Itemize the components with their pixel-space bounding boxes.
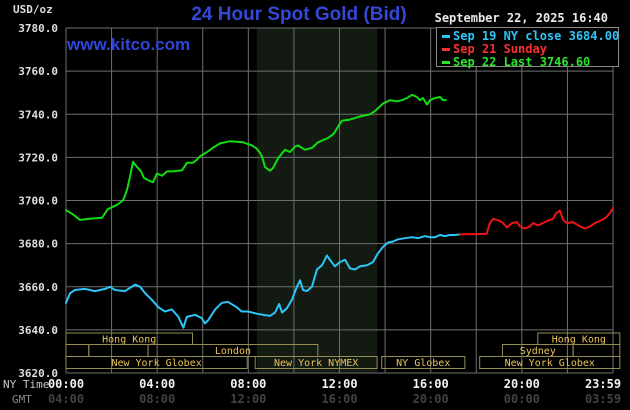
x-axis-tick-label-ny: 08:00 — [230, 377, 266, 391]
session-label: New York NYMEX — [274, 358, 358, 369]
legend-dash-red — [442, 48, 450, 51]
y-axis-tick-label: 3720.0 — [18, 151, 58, 164]
x-axis-tick-label-gmt: 08:00 — [139, 392, 175, 406]
legend-item-sep22: Sep 22 Last 3746.60 — [437, 55, 618, 69]
x-axis-row-label-gmt: GMT — [12, 393, 32, 406]
x-axis-tick-label-gmt: 20:00 — [413, 392, 449, 406]
session-box — [88, 344, 149, 357]
session-label: Sydney — [520, 346, 556, 357]
x-axis-tick-label-ny: 20:00 — [504, 377, 540, 391]
x-axis-tick-label-ny: 23:59 — [585, 377, 621, 391]
session-box — [479, 356, 621, 369]
session-label: London — [215, 346, 251, 357]
x-axis-tick-label-gmt: 04:00 — [48, 392, 84, 406]
price-line-sep22-green — [65, 93, 447, 221]
legend-item-sep21: Sep 21 Sunday — [437, 42, 618, 56]
y-axis-tick-label: 3780.0 — [18, 22, 58, 35]
x-axis-tick-label-ny: 04:00 — [139, 377, 175, 391]
x-axis-row-label-ny-time: NY Time — [3, 378, 50, 391]
x-axis-tick-label-ny: 16:00 — [413, 377, 449, 391]
y-axis-tick-label: 3760.0 — [18, 65, 58, 78]
session-label: Hong Kong — [102, 334, 156, 345]
session-label: New York Globex — [505, 358, 595, 369]
y-axis-tick-label: 3620.0 — [18, 367, 58, 380]
price-line-sep21-red — [459, 207, 614, 236]
session-label: New York Globex — [111, 358, 201, 369]
x-axis-tick-label-gmt: 03:59 — [585, 392, 621, 406]
x-axis-tick-label-gmt: 16:00 — [321, 392, 357, 406]
page-title: 24 Hour Spot Gold (Bid) — [191, 4, 407, 25]
y-axis-tick-label: 3700.0 — [18, 195, 58, 208]
legend-dash-green — [442, 61, 450, 64]
price-line-sep19-cyan — [65, 233, 462, 329]
x-axis-tick-label-ny: 12:00 — [321, 377, 357, 391]
session-box — [65, 344, 90, 357]
y-axis-tick-label: 3660.0 — [18, 281, 58, 294]
x-axis-tick-label-ny: 00:00 — [48, 377, 84, 391]
x-axis-tick-label-gmt: 12:00 — [230, 392, 266, 406]
session-box — [254, 356, 378, 369]
legend-label: Sep 19 NY close 3684.00 — [453, 29, 620, 43]
legend-dash-cyan — [442, 35, 450, 38]
y-axis-tick-label: 3640.0 — [18, 324, 58, 337]
x-axis-tick-label-gmt: 00:00 — [504, 392, 540, 406]
y-axis-tick-label: 3740.0 — [18, 108, 58, 121]
session-label: Hong Kong — [552, 334, 606, 345]
session-box — [65, 356, 248, 369]
y-axis-tick-label: 3680.0 — [18, 238, 58, 251]
session-box — [381, 356, 466, 369]
legend-box: Sep 19 NY close 3684.00 Sep 21 Sunday Se… — [436, 27, 620, 69]
timestamp: September 22, 2025 16:40 — [434, 11, 608, 25]
kitco-watermark-link[interactable]: www.kitco.com — [67, 35, 191, 54]
session-label: NY Globex — [396, 358, 450, 369]
legend-label: Sep 22 Last 3746.60 — [453, 55, 591, 69]
y-axis-unit-label: USD/oz — [13, 3, 53, 16]
legend-item-sep19: Sep 19 NY close 3684.00 — [437, 29, 620, 43]
legend-label: Sep 21 Sunday — [453, 42, 547, 56]
